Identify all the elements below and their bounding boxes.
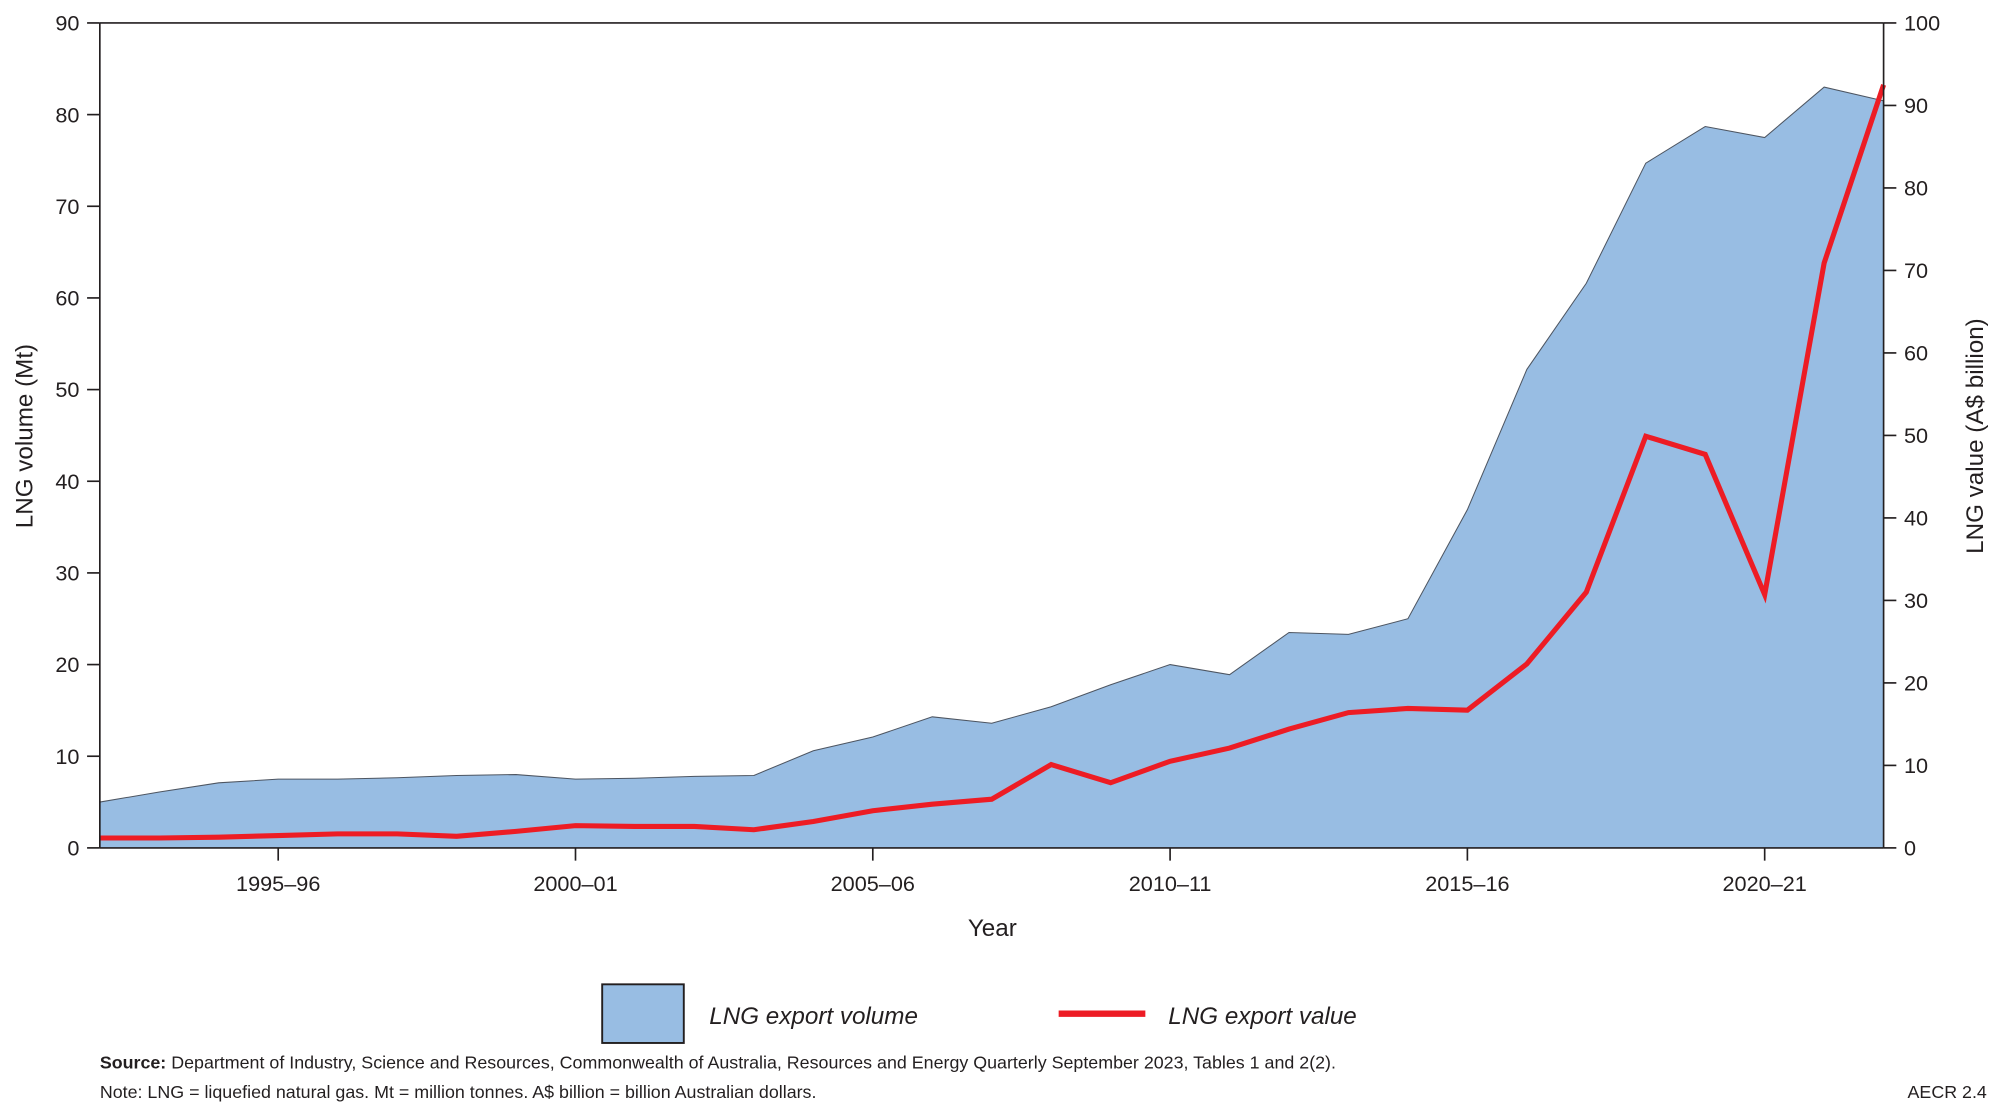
y-left-tick-label: 80 [55,102,79,127]
y-left-tick-label: 50 [55,377,79,402]
x-tick-label: 2000–01 [533,871,617,896]
y-right-tick-label: 40 [1904,506,1928,531]
figure-id: AECR 2.4 [1908,1082,1987,1102]
x-tick-label: 1995–96 [236,871,320,896]
y-right-tick-label: 0 [1904,836,1916,861]
y-right-tick-label: 90 [1904,93,1928,118]
y-left-tick-label: 10 [55,744,79,769]
y-right-tick-label: 30 [1904,588,1928,613]
y-right-tick-label: 100 [1904,11,1940,36]
y-left-tick-label: 20 [55,652,79,677]
legend: LNG export volume LNG export value [601,983,1357,1044]
legend-label-value: LNG export value [1168,1003,1356,1030]
y-left-tick-label: 90 [55,11,79,36]
y-right-tick-label: 80 [1904,176,1928,201]
abbreviation-note: Note: LNG = liquefied natural gas. Mt = … [100,1082,817,1102]
x-tick-label: 2015–16 [1425,871,1509,896]
x-axis-label: Year [968,915,1017,942]
y-right-tick-label: 70 [1904,258,1928,283]
value-line [99,84,1887,841]
y-axis-left-label: LNG volume (Mt) [11,344,38,528]
y-right-tick-label: 20 [1904,671,1928,696]
legend-swatch-volume [601,983,685,1044]
volume-area-outline [99,86,1884,803]
y-left-tick-label: 70 [55,194,79,219]
volume-area [99,87,1884,848]
x-tick-label: 2005–06 [831,871,915,896]
source-note: Source: Department of Industry, Science … [100,1052,1336,1072]
y-left-tick-label: 0 [67,836,79,861]
legend-label-volume: LNG export volume [709,1003,918,1030]
y-right-tick-label: 50 [1904,423,1928,448]
y-axis-right-label: LNG value (A$ billion) [1962,318,1989,554]
source-text: Department of Industry, Science and Reso… [166,1052,1336,1072]
y-left-tick-label: 60 [55,286,79,311]
y-right-tick-label: 60 [1904,341,1928,366]
source-label: Source: [100,1052,166,1072]
x-tick-label: 2010–11 [1129,871,1212,896]
y-right-tick-label: 10 [1904,753,1928,778]
y-left-tick-label: 30 [55,561,79,586]
x-tick-label: 2020–21 [1723,871,1807,896]
y-left-tick-label: 40 [55,469,79,494]
